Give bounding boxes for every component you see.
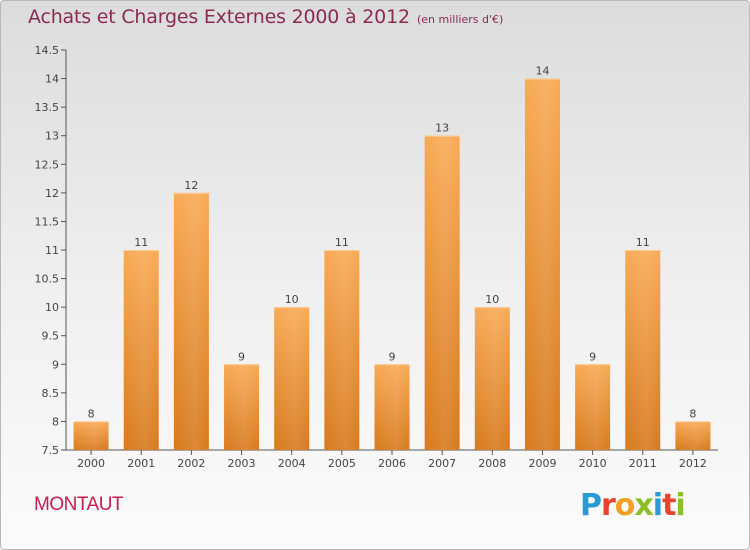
data-label: 14	[535, 65, 549, 78]
data-label: 10	[485, 293, 499, 306]
bar-shine	[424, 135, 460, 450]
data-label: 9	[238, 350, 245, 363]
bar-shine	[73, 421, 109, 450]
y-tick-label: 7.5	[42, 444, 60, 457]
logo-letter: x	[634, 488, 653, 523]
commune-name: MONTAUT	[34, 494, 124, 515]
x-tick-label: 2009	[528, 457, 556, 470]
y-tick-label: 8.5	[42, 387, 60, 400]
data-label: 9	[389, 350, 396, 363]
bars-group: 8 11 12 9 10 11 9 13 10 14 9 11 8	[73, 65, 711, 451]
y-tick-label: 11.5	[35, 215, 60, 228]
x-tick-label: 2002	[177, 457, 205, 470]
x-tick-label: 2011	[629, 457, 657, 470]
data-label: 11	[335, 236, 349, 249]
x-tick-label: 2007	[428, 457, 456, 470]
y-tick-label: 10.5	[35, 273, 60, 286]
y-tick-label: 11	[45, 244, 59, 257]
y-tick-label: 14	[45, 73, 59, 86]
data-label: 12	[184, 179, 198, 192]
bar-shine	[123, 250, 159, 450]
x-axis: 2000 2001 2002 2003 2004 2005 2006 2007 2008 2009…	[66, 449, 718, 470]
chart-title: Achats et Charges Externes 2000 à 2012	[28, 6, 410, 28]
x-tick-label: 2003	[228, 457, 256, 470]
x-tick-label: 2000	[77, 457, 105, 470]
bar-shine	[575, 364, 611, 450]
data-label: 13	[435, 122, 449, 135]
x-tick-label: 2010	[579, 457, 607, 470]
y-tick-label: 8	[52, 415, 59, 428]
y-tick-label: 14.5	[35, 44, 60, 57]
bar-shine	[625, 250, 661, 450]
logo-letter: r	[601, 488, 616, 523]
x-tick-label: 2004	[278, 457, 306, 470]
bar-shine	[173, 192, 209, 450]
logo-letter: o	[614, 488, 636, 523]
data-label: 10	[285, 293, 299, 306]
bar-shine	[274, 307, 310, 450]
x-tick-label: 2001	[127, 457, 155, 470]
data-label: 8	[689, 407, 696, 420]
logo-letter: i	[652, 488, 663, 523]
bar-shine	[374, 364, 410, 450]
logo-letter: i	[675, 488, 685, 523]
y-tick-label: 9.5	[42, 330, 60, 343]
x-tick-label: 2008	[478, 457, 506, 470]
bar-shine	[224, 364, 260, 450]
data-label: 11	[134, 236, 148, 249]
data-label: 8	[88, 407, 95, 420]
y-tick-label: 12.5	[35, 158, 60, 171]
bar-shine	[324, 250, 360, 450]
x-tick-label: 2006	[378, 457, 406, 470]
y-tick-label: 9	[52, 358, 59, 371]
y-axis: 7.5 8 8.5 9 9.5 10 10.5 11 11.5 12 12.5 13 13.5 14 14.…	[35, 44, 67, 457]
logo-letter: t	[662, 488, 676, 523]
y-tick-label: 10	[45, 301, 59, 314]
y-tick-label: 13	[45, 130, 59, 143]
bar-shine	[474, 307, 510, 450]
y-tick-label: 12	[45, 187, 59, 200]
proxiti-logo[interactable]: Proxiti	[580, 488, 686, 523]
bar-shine	[675, 421, 711, 450]
data-label: 9	[589, 350, 596, 363]
y-tick-label: 13.5	[35, 101, 60, 114]
chart-subtitle: (en milliers d'€)	[417, 13, 504, 26]
logo-letter: P	[580, 488, 602, 523]
x-tick-label: 2012	[679, 457, 707, 470]
bar-shine	[524, 78, 560, 451]
data-label: 11	[636, 236, 650, 249]
x-tick-label: 2005	[328, 457, 356, 470]
